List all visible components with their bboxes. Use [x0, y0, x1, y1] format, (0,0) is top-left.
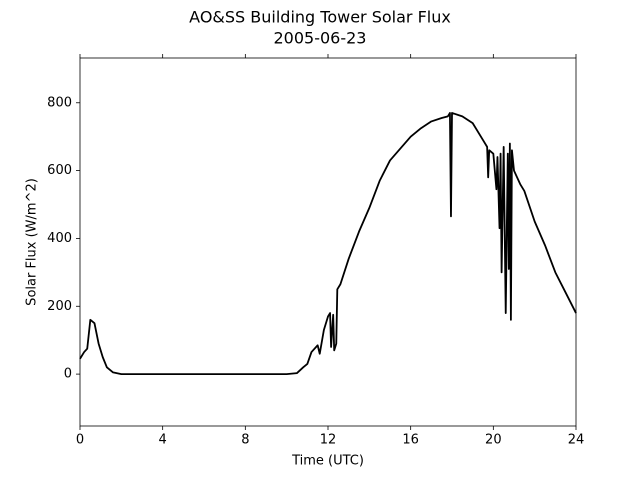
y-tick-label: 0: [64, 367, 72, 382]
x-tick-label: 4: [159, 433, 167, 448]
y-tick-label: 800: [47, 95, 72, 110]
x-tick-label: 20: [485, 433, 502, 448]
x-tick-label: 8: [241, 433, 249, 448]
x-tick-label: 12: [320, 433, 337, 448]
x-tick-label: 0: [76, 433, 84, 448]
data-line: [79, 112, 577, 376]
x-axis-label: Time (UTC): [291, 454, 364, 469]
x-tick-label: 16: [402, 433, 419, 448]
x-tick-label: 24: [568, 433, 585, 448]
y-tick-label: 600: [47, 163, 72, 178]
y-axis-label: Solar Flux (W/m^2): [25, 178, 40, 306]
y-tick-label: 200: [47, 299, 72, 314]
chart-title: AO&SS Building Tower Solar Flux: [189, 8, 451, 27]
chart-subtitle: 2005-06-23: [274, 29, 367, 48]
y-tick-label: 400: [47, 231, 72, 246]
